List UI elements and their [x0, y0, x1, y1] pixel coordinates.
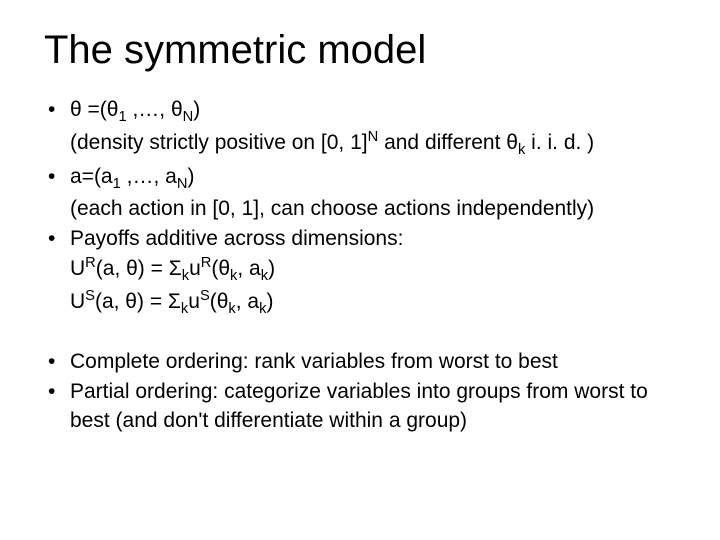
- text: (a, θ) = Σ: [95, 290, 181, 313]
- text: ): [187, 165, 194, 188]
- bullet-a: a=(a1 ,…, aN) (each action in [0, 1], ca…: [44, 163, 676, 223]
- bullet-block-2: Complete ordering: rank variables from w…: [44, 348, 676, 435]
- text: and different θ: [378, 131, 518, 154]
- bullet-theta-line2: (density strictly positive on [0, 1]N an…: [70, 128, 676, 161]
- text: ,…, a: [121, 165, 177, 188]
- sub: k: [261, 268, 268, 284]
- bullet-payoffs-us: US(a, θ) = ΣkuS(θk, ak): [70, 287, 676, 320]
- sup: S: [85, 288, 95, 304]
- text: ): [193, 98, 200, 121]
- text: Payoffs additive across dimensions:: [70, 227, 403, 250]
- text: (density strictly positive on [0, 1]: [70, 131, 368, 154]
- sup: S: [200, 288, 210, 304]
- bullet-complete-ordering: Complete ordering: rank variables from w…: [44, 348, 676, 376]
- text: U: [70, 290, 85, 313]
- bullet-partial-ordering: Partial ordering: categorize variables i…: [44, 378, 676, 435]
- bullet-a-line2: (each action in [0, 1], can choose actio…: [70, 195, 676, 223]
- text: (θ: [210, 290, 229, 313]
- text: , a: [236, 290, 259, 313]
- text: u: [188, 290, 200, 313]
- text: i. i. d. ): [525, 131, 594, 154]
- bullet-payoffs: Payoffs additive across dimensions: UR(a…: [44, 225, 676, 319]
- text: ): [268, 257, 275, 280]
- slide-title: The symmetric model: [44, 28, 676, 72]
- text: , a: [237, 257, 260, 280]
- sub: N: [183, 109, 194, 125]
- sub: N: [177, 176, 188, 192]
- text: θ =(θ: [70, 98, 118, 121]
- text: ,…, θ: [127, 98, 183, 121]
- slide: The symmetric model θ =(θ1 ,…, θN) (dens…: [0, 0, 720, 540]
- sub: 1: [113, 176, 121, 192]
- text: (θ: [211, 257, 230, 280]
- text: (a, θ) = Σ: [96, 257, 182, 280]
- bullet-theta: θ =(θ1 ,…, θN) (density strictly positiv…: [44, 96, 676, 161]
- sub: k: [182, 268, 189, 284]
- sup: N: [368, 129, 379, 145]
- text: ): [266, 290, 273, 313]
- bullet-payoffs-ur: UR(a, θ) = ΣkuR(θk, ak): [70, 254, 676, 287]
- sub: k: [228, 301, 235, 317]
- text: u: [189, 257, 201, 280]
- text: a=(a: [70, 165, 113, 188]
- bullet-block-1: θ =(θ1 ,…, θN) (density strictly positiv…: [44, 96, 676, 320]
- sub: 1: [118, 109, 126, 125]
- text: U: [70, 257, 85, 280]
- sup: R: [85, 255, 96, 271]
- sup: R: [201, 255, 212, 271]
